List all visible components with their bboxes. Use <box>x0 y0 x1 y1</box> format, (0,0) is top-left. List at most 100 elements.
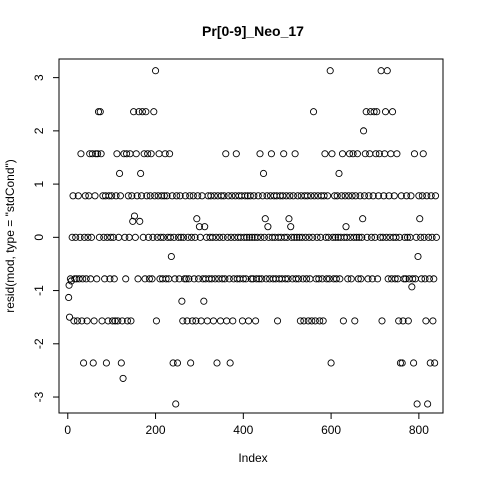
data-point <box>377 67 385 75</box>
data-point <box>426 359 434 367</box>
data-point <box>155 150 163 158</box>
data-point <box>140 150 148 158</box>
data-point <box>98 317 106 325</box>
data-point <box>104 317 112 325</box>
data-point <box>163 192 171 200</box>
data-point <box>122 275 130 283</box>
data-point <box>396 359 404 367</box>
y-tick-label: 0 <box>32 234 46 241</box>
data-point <box>395 317 403 325</box>
data-point <box>176 192 184 200</box>
data-point <box>151 192 159 200</box>
data-point <box>161 150 169 158</box>
data-point <box>74 192 82 200</box>
data-point <box>100 233 108 241</box>
data-point <box>304 317 312 325</box>
data-point <box>420 233 428 241</box>
data-point <box>132 150 140 158</box>
data-point <box>321 150 329 158</box>
data-point <box>246 192 254 200</box>
data-point <box>332 275 340 283</box>
data-point <box>327 359 335 367</box>
data-point <box>351 317 359 325</box>
data-point <box>326 67 334 75</box>
data-point <box>419 150 427 158</box>
x-axis-label: Index <box>238 451 267 465</box>
data-point <box>294 192 302 200</box>
data-point <box>173 359 182 367</box>
data-point <box>183 317 191 325</box>
data-point <box>77 150 85 158</box>
data-point <box>195 223 203 231</box>
data-point <box>112 192 120 200</box>
data-point <box>134 275 142 283</box>
data-point <box>210 192 218 200</box>
data-point <box>344 275 352 283</box>
data-point <box>382 233 390 241</box>
data-point <box>397 192 405 200</box>
data-point <box>133 192 141 200</box>
data-point <box>408 283 416 291</box>
data-point <box>361 150 369 158</box>
data-point <box>372 150 380 158</box>
data-point <box>179 317 187 325</box>
data-point <box>432 233 440 241</box>
data-point <box>345 192 353 200</box>
data-point <box>187 233 196 241</box>
data-point <box>357 275 365 283</box>
data-point <box>305 233 313 241</box>
data-point <box>360 192 368 200</box>
data-point <box>338 150 347 158</box>
data-point <box>283 233 291 241</box>
data-point <box>203 317 211 325</box>
data-point <box>200 297 208 305</box>
data-point <box>374 275 382 283</box>
data-point <box>175 275 183 283</box>
data-point <box>96 108 104 116</box>
data-point <box>80 233 88 241</box>
data-point <box>393 150 401 158</box>
data-point <box>415 192 423 200</box>
data-point <box>302 233 310 241</box>
data-point <box>385 192 393 200</box>
data-point <box>216 317 225 325</box>
data-point <box>229 317 237 325</box>
data-point <box>110 275 118 283</box>
data-point <box>353 150 361 158</box>
data-point <box>360 127 368 135</box>
data-point <box>316 317 324 325</box>
data-point <box>388 108 397 116</box>
data-point <box>208 275 216 283</box>
data-point <box>79 275 87 283</box>
data-point <box>242 275 250 283</box>
data-point <box>116 192 124 200</box>
data-point <box>201 223 209 231</box>
data-point <box>374 192 383 200</box>
data-point <box>431 359 439 367</box>
data-point <box>83 317 91 325</box>
data-point <box>307 192 315 200</box>
data-point <box>223 233 232 241</box>
data-point <box>424 233 433 241</box>
data-point <box>88 150 96 158</box>
data-point <box>290 233 298 241</box>
data-point <box>147 150 155 158</box>
data-point <box>144 150 152 158</box>
data-point <box>65 293 73 302</box>
data-point <box>219 233 227 241</box>
data-point <box>227 233 235 241</box>
data-point <box>108 192 116 200</box>
data-point <box>358 233 366 241</box>
data-point <box>292 275 300 283</box>
data-point <box>291 150 299 158</box>
data-point <box>106 275 114 283</box>
data-point <box>193 215 201 223</box>
data-point <box>392 233 400 241</box>
data-point <box>211 275 219 283</box>
data-point <box>138 108 146 116</box>
data-point <box>232 150 240 158</box>
data-point <box>286 192 294 200</box>
data-point <box>217 192 225 200</box>
data-point <box>342 223 350 231</box>
